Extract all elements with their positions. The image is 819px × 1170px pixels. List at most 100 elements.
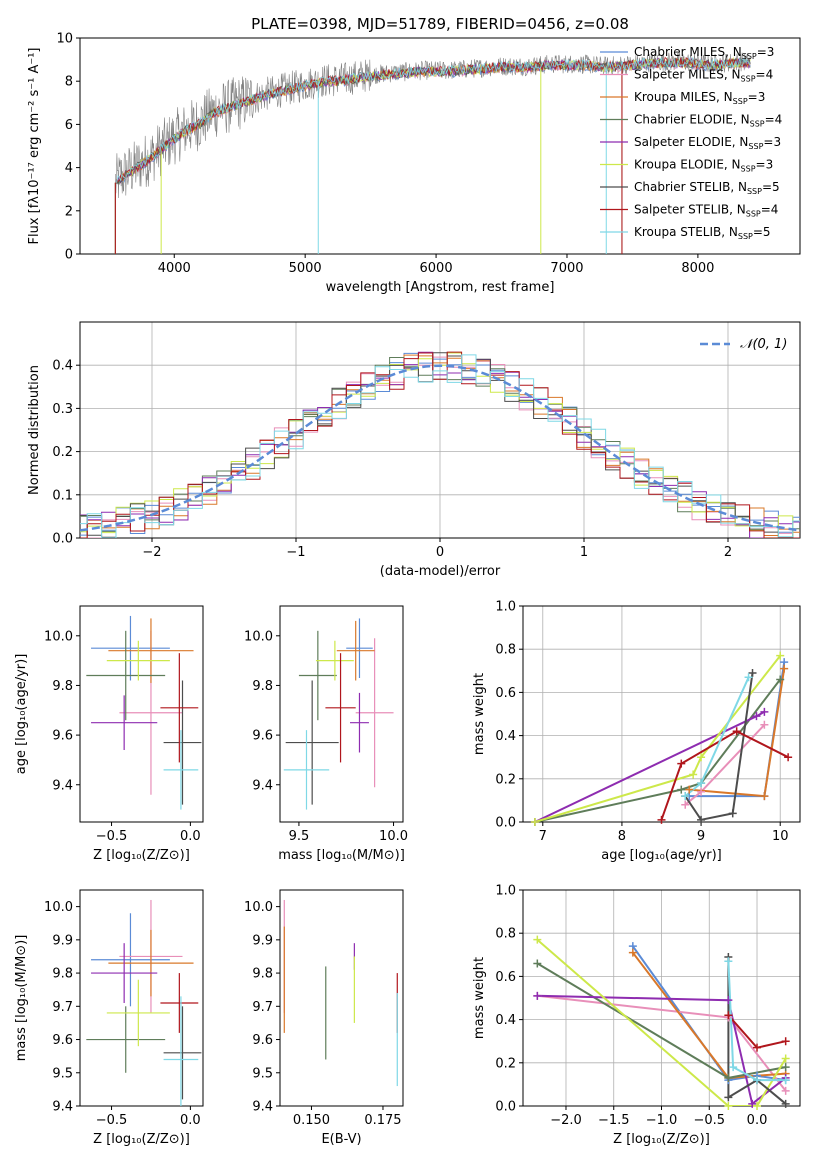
y-tick-label: 9.8 (252, 679, 273, 694)
plot-area (86, 899, 202, 1106)
weight-marker (776, 651, 785, 660)
y-tick-label: 9.8 (52, 967, 73, 982)
x-tick-label: −0.5 (96, 829, 128, 844)
figure-title: PLATE=0398, MJD=51789, FIBERID=0456, z=0… (251, 15, 629, 33)
weight-line (536, 938, 787, 1106)
weight-marker (697, 815, 706, 824)
y-tick-label: 0.1 (52, 488, 73, 503)
weight-marker (681, 800, 690, 809)
legend-entry: Chabrier MILES, NSSP=3 (634, 45, 774, 61)
weight-marker (781, 1063, 790, 1072)
y-tick-label: 9.4 (252, 778, 273, 793)
weight-line (534, 678, 781, 822)
legend-subscript: SSP (738, 232, 753, 241)
x-tick-label: 7000 (550, 261, 583, 276)
residuals-panel: 𝒩(0, 1) (76, 321, 801, 542)
y-tick-label: 9.8 (252, 967, 273, 982)
x-tick-label: −1 (286, 545, 305, 560)
y-tick-label: 9.4 (252, 1100, 273, 1115)
legend-subscript: SSP (750, 120, 765, 129)
y-tick-label: 4 (65, 161, 73, 176)
plot-area (283, 618, 394, 810)
weight-marker (689, 770, 698, 779)
y-tick-label: 0.0 (495, 1100, 516, 1115)
y-tick-label: 1.0 (495, 600, 516, 615)
x-tick-label: 0.0 (747, 1113, 768, 1128)
x-tick-label: 10 (772, 829, 789, 844)
legend-entry: Salpeter ELODIE, NSSP=3 (634, 135, 781, 151)
weight-marker (781, 1099, 790, 1108)
x-tick-label: 0.150 (293, 1113, 330, 1128)
y-tick-label: 9.7 (52, 1000, 73, 1015)
axes-frame (279, 889, 404, 1107)
legend-subscript: SSP (741, 165, 756, 174)
weight-marker (697, 753, 706, 762)
weight-marker (533, 959, 542, 968)
plot-area (80, 351, 800, 538)
y-tick-label: 0.2 (495, 1056, 516, 1071)
weight-marker (753, 1102, 762, 1110)
weight-marker (728, 809, 737, 818)
weight-line (660, 730, 789, 821)
weight-marker (760, 720, 769, 729)
weight-marker (530, 818, 539, 826)
weight-marker (748, 668, 757, 677)
weight_vs_Z-panel (519, 889, 801, 1110)
x-axis-label: wavelength [Angstrom, rest frame] (326, 280, 555, 295)
weight-marker (781, 1037, 790, 1046)
y-tick-label: 9.6 (252, 1033, 273, 1048)
weight-marker (724, 1093, 733, 1102)
legend-subscript: SSP (747, 187, 762, 196)
weight-marker (681, 792, 690, 801)
age_vs_mass-panel (276, 605, 404, 826)
plot-area (114, 51, 751, 254)
weight-marker (533, 991, 542, 1000)
weight-marker (685, 785, 694, 794)
x-axis-label: age [log₁₀(age/yr)] (601, 848, 722, 863)
weight-marker (753, 1076, 762, 1085)
legend-subscript: SSP (746, 210, 761, 219)
legend-subscript: SSP (741, 75, 756, 84)
weight-marker (732, 727, 741, 736)
y-tick-label: 9.4 (52, 1100, 73, 1115)
legend-value: =3 (763, 135, 781, 149)
weight-marker (781, 1076, 790, 1085)
y-tick-label: 10.0 (244, 900, 273, 915)
legend-value: =5 (762, 180, 780, 194)
legend-entry: Chabrier STELIB, NSSP=5 (634, 180, 780, 196)
axes-frame (79, 889, 204, 1107)
legend-value: =3 (756, 158, 774, 172)
weight-line (631, 945, 786, 1082)
weight-marker (780, 664, 789, 673)
weight-marker (748, 1099, 757, 1108)
y-tick-label: 0.8 (495, 643, 516, 658)
y-tick-label: 2 (65, 204, 73, 219)
weight-line (727, 957, 787, 1105)
x-tick-label: 7 (539, 829, 547, 844)
y-tick-label: 0.2 (52, 445, 73, 460)
gaussian-legend-label: 𝒩(0, 1) (740, 337, 787, 352)
model-spectrum (116, 56, 751, 183)
x-tick-label: 10.0 (379, 829, 408, 844)
y-tick-label: 9.5 (252, 1066, 273, 1081)
residual-histogram (80, 351, 800, 538)
weight-marker (776, 675, 785, 684)
axes-frame (79, 605, 204, 823)
y-tick-label: 0.6 (495, 970, 516, 985)
legend-subscript: SSP (733, 97, 748, 106)
x-tick-label: −0.5 (693, 1113, 725, 1128)
y-tick-label: 0.0 (52, 532, 73, 547)
weight-marker (677, 785, 686, 794)
weight-line (684, 672, 754, 821)
x-axis-label: E(B-V) (321, 1132, 361, 1147)
x-tick-label: 0.0 (180, 829, 201, 844)
y-axis-label: Normed distribution (27, 365, 42, 495)
y-tick-label: 0 (65, 248, 73, 263)
x-tick-label: 8000 (681, 261, 714, 276)
weight-marker (724, 1011, 733, 1020)
plot-area (86, 615, 202, 810)
x-tick-label: 0 (436, 545, 444, 560)
weight-marker (729, 1063, 738, 1072)
y-axis-label: Flux [fλ10⁻¹⁷ erg cm⁻² s⁻¹ A⁻¹] (27, 48, 42, 245)
